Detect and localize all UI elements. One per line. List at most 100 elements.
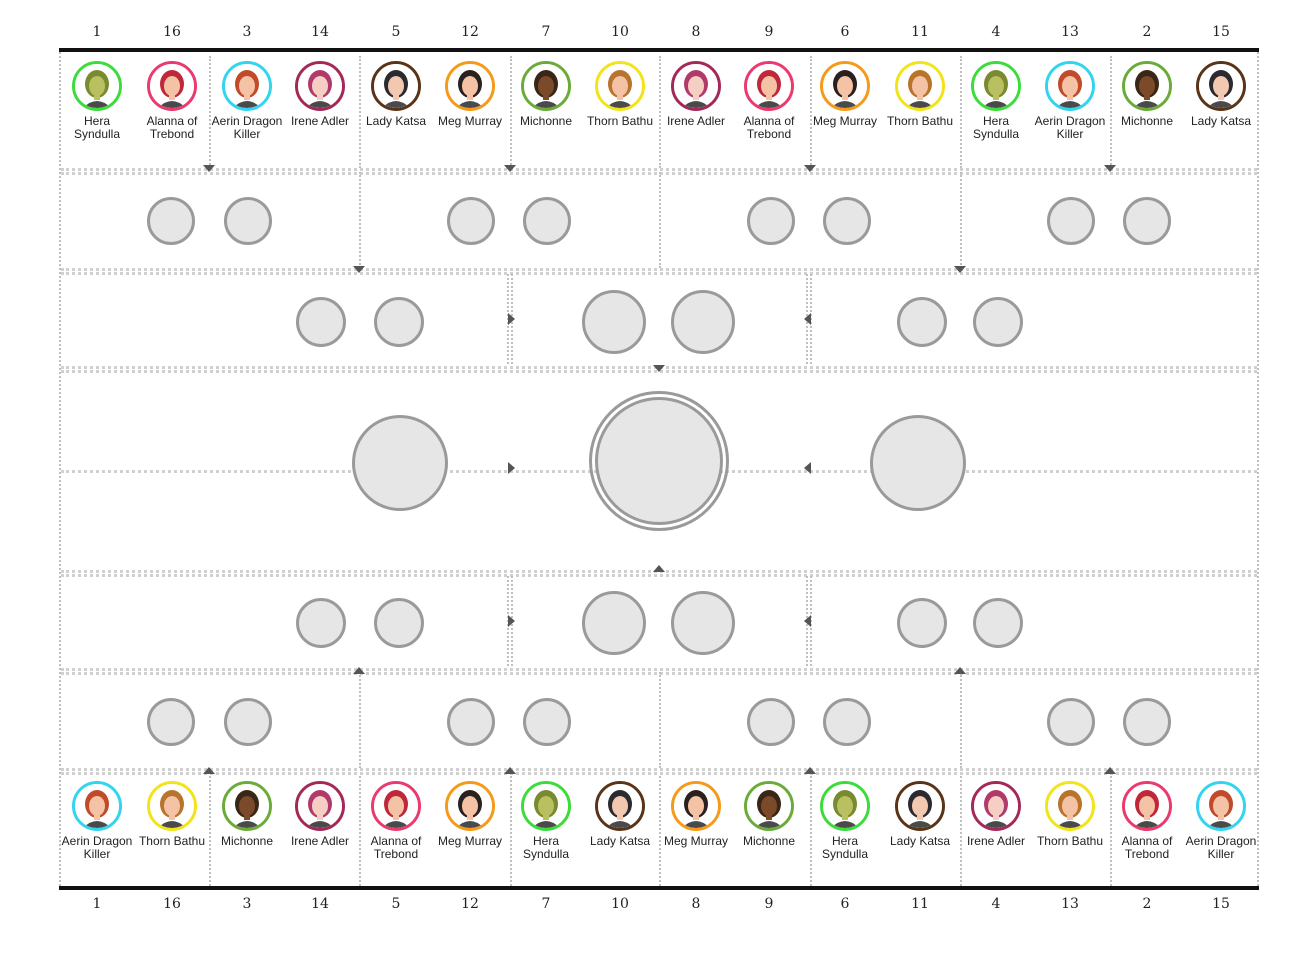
empty-bracket-slot[interactable] <box>870 415 966 511</box>
entrant-card[interactable]: Michonne <box>1110 61 1184 128</box>
bracket-dotted-line <box>1110 56 1112 168</box>
entrant-card[interactable]: Alanna of Trebond <box>732 61 806 141</box>
entrant-name: Lady Katsa <box>589 834 651 848</box>
seed-number: 3 <box>242 24 252 40</box>
character-portrait-icon <box>225 64 269 108</box>
empty-bracket-slot[interactable] <box>973 598 1023 648</box>
character-portrait-icon <box>1199 64 1243 108</box>
bracket-dotted-line <box>209 776 211 886</box>
empty-bracket-slot[interactable] <box>1047 698 1095 746</box>
entrant-card[interactable]: Michonne <box>732 781 806 848</box>
entrant-card[interactable]: Hera Syndulla <box>959 61 1033 141</box>
entrant-card[interactable]: Irene Adler <box>659 61 733 128</box>
empty-bracket-slot[interactable] <box>671 591 735 655</box>
character-portrait-icon <box>448 64 492 108</box>
advance-arrow-icon <box>508 462 515 474</box>
bottom-divider-bar <box>59 886 1259 890</box>
character-portrait-icon <box>374 784 418 828</box>
character-portrait-icon <box>598 784 642 828</box>
empty-bracket-slot[interactable] <box>296 297 346 347</box>
advance-arrow-icon <box>203 767 215 774</box>
entrant-card[interactable]: Thorn Bathu <box>1033 781 1107 848</box>
empty-bracket-slot[interactable] <box>823 197 871 245</box>
entrant-card[interactable]: Thorn Bathu <box>135 781 209 848</box>
entrant-card[interactable]: Lady Katsa <box>359 61 433 128</box>
avatar <box>744 61 794 111</box>
entrant-card[interactable]: Irene Adler <box>283 61 357 128</box>
empty-bracket-slot[interactable] <box>296 598 346 648</box>
entrant-card[interactable]: Thorn Bathu <box>883 61 957 128</box>
empty-bracket-slot[interactable] <box>1123 698 1171 746</box>
empty-bracket-slot[interactable] <box>973 297 1023 347</box>
empty-bracket-slot[interactable] <box>147 698 195 746</box>
empty-bracket-slot[interactable] <box>224 698 272 746</box>
entrant-card[interactable]: Aerin Dragon Killer <box>210 61 284 141</box>
empty-bracket-slot[interactable] <box>447 698 495 746</box>
entrant-card[interactable]: Irene Adler <box>283 781 357 848</box>
entrant-name: Aerin Dragon Killer <box>1034 114 1106 141</box>
entrant-card[interactable]: Hera Syndulla <box>60 61 134 141</box>
bracket-dotted-line <box>810 274 812 364</box>
empty-bracket-slot[interactable] <box>147 197 195 245</box>
advance-arrow-icon <box>804 313 811 325</box>
advance-arrow-icon <box>954 266 966 273</box>
character-portrait-icon <box>674 784 718 828</box>
character-portrait-icon <box>747 784 791 828</box>
bracket-dotted-line <box>359 776 361 886</box>
entrant-name: Michonne <box>1120 114 1174 128</box>
entrant-card[interactable]: Meg Murray <box>808 61 882 128</box>
empty-bracket-slot[interactable] <box>897 297 947 347</box>
entrant-card[interactable]: Alanna of Trebond <box>1110 781 1184 861</box>
seed-number: 16 <box>163 896 181 912</box>
bracket-dotted-line <box>61 574 1257 577</box>
entrant-name: Meg Murray <box>437 114 502 128</box>
entrant-card[interactable]: Meg Murray <box>659 781 733 848</box>
empty-bracket-slot[interactable] <box>747 197 795 245</box>
empty-bracket-slot[interactable] <box>582 290 646 354</box>
empty-bracket-slot[interactable] <box>595 397 723 525</box>
entrant-card[interactable]: Lady Katsa <box>583 781 657 848</box>
entrant-card[interactable]: Michonne <box>210 781 284 848</box>
avatar <box>521 61 571 111</box>
entrant-card[interactable]: Aerin Dragon Killer <box>1184 781 1258 861</box>
advance-arrow-icon <box>508 615 515 627</box>
seed-number: 8 <box>691 896 701 912</box>
empty-bracket-slot[interactable] <box>897 598 947 648</box>
entrant-card[interactable]: Thorn Bathu <box>583 61 657 128</box>
seed-number: 6 <box>840 896 850 912</box>
entrant-card[interactable]: Hera Syndulla <box>509 781 583 861</box>
bracket-dotted-line <box>659 172 661 268</box>
entrant-card[interactable]: Meg Murray <box>433 781 507 848</box>
entrant-card[interactable]: Michonne <box>509 61 583 128</box>
empty-bracket-slot[interactable] <box>224 197 272 245</box>
entrant-card[interactable]: Hera Syndulla <box>808 781 882 861</box>
advance-arrow-icon <box>504 165 516 172</box>
advance-arrow-icon <box>653 365 665 372</box>
entrant-name: Alanna of Trebond <box>146 114 198 141</box>
entrant-card[interactable]: Lady Katsa <box>883 781 957 848</box>
bracket-dotted-line <box>359 172 361 268</box>
empty-bracket-slot[interactable] <box>582 591 646 655</box>
entrant-card[interactable]: Meg Murray <box>433 61 507 128</box>
empty-bracket-slot[interactable] <box>747 698 795 746</box>
entrant-card[interactable]: Aerin Dragon Killer <box>60 781 134 861</box>
entrant-card[interactable]: Alanna of Trebond <box>135 61 209 141</box>
advance-arrow-icon <box>804 165 816 172</box>
empty-bracket-slot[interactable] <box>447 197 495 245</box>
empty-bracket-slot[interactable] <box>352 415 448 511</box>
bracket-dotted-line <box>960 172 962 268</box>
empty-bracket-slot[interactable] <box>1123 197 1171 245</box>
empty-bracket-slot[interactable] <box>523 698 571 746</box>
empty-bracket-slot[interactable] <box>523 197 571 245</box>
empty-bracket-slot[interactable] <box>374 598 424 648</box>
empty-bracket-slot[interactable] <box>671 290 735 354</box>
entrant-card[interactable]: Alanna of Trebond <box>359 781 433 861</box>
entrant-card[interactable]: Aerin Dragon Killer <box>1033 61 1107 141</box>
entrant-card[interactable]: Lady Katsa <box>1184 61 1258 128</box>
empty-bracket-slot[interactable] <box>1047 197 1095 245</box>
empty-bracket-slot[interactable] <box>374 297 424 347</box>
empty-bracket-slot[interactable] <box>823 698 871 746</box>
character-portrait-icon <box>823 64 867 108</box>
entrant-name: Aerin Dragon Killer <box>1185 834 1257 861</box>
entrant-card[interactable]: Irene Adler <box>959 781 1033 848</box>
